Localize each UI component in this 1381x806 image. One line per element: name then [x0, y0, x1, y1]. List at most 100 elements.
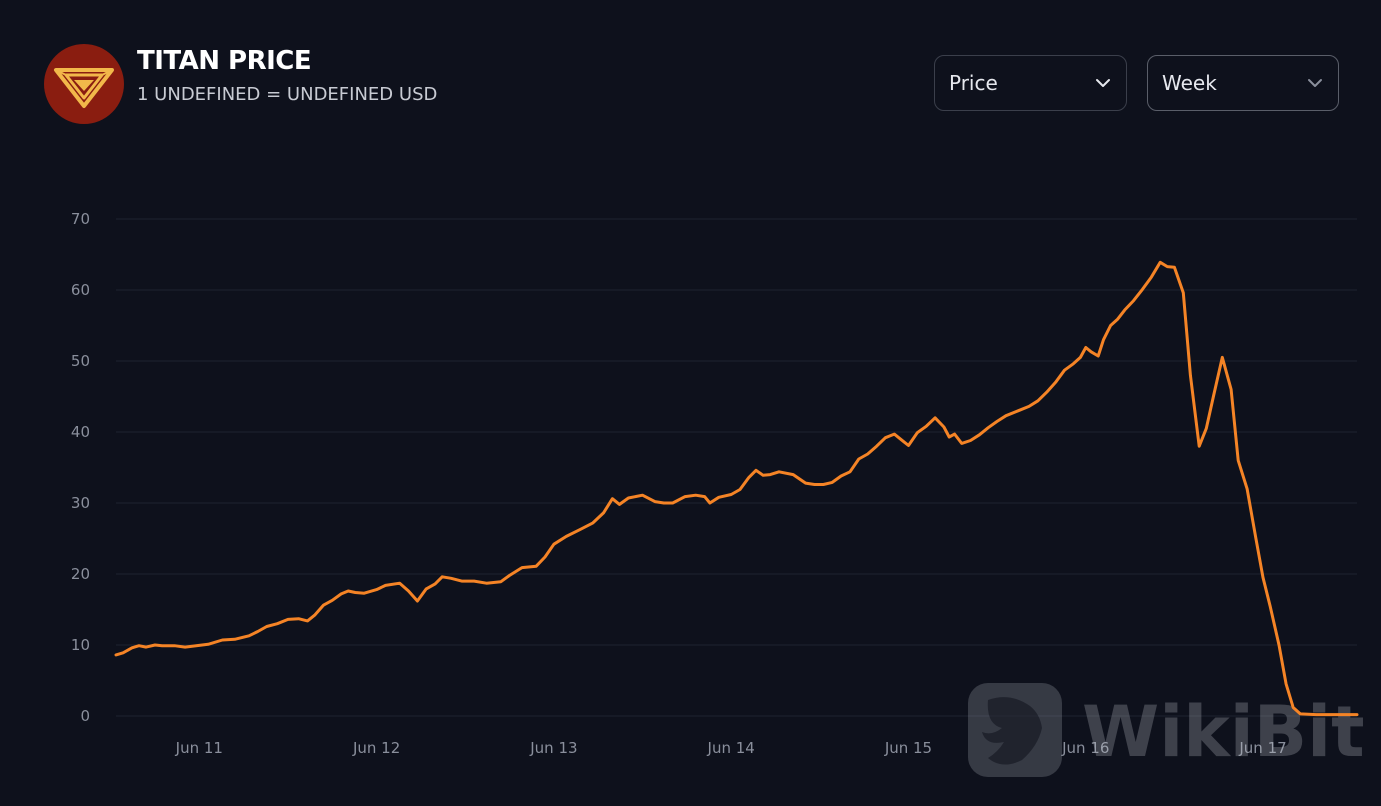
data-point	[131, 646, 133, 649]
data-point	[1299, 712, 1302, 715]
data-point	[354, 591, 357, 594]
data-point	[1123, 308, 1126, 311]
data-point	[184, 646, 187, 649]
data-point	[485, 582, 488, 585]
data-point	[1246, 487, 1249, 490]
data-point	[653, 500, 656, 503]
data-point	[322, 604, 325, 607]
data-point	[1254, 537, 1257, 540]
data-point	[552, 543, 555, 546]
data-point	[416, 600, 419, 602]
data-point	[173, 644, 176, 647]
data-point	[521, 566, 523, 569]
data-point	[1356, 713, 1358, 716]
data-point	[145, 646, 148, 649]
data-point	[1292, 706, 1295, 709]
page-title: TITAN PRICE	[137, 46, 312, 76]
data-point	[769, 473, 772, 476]
data-point	[831, 481, 834, 484]
data-point	[347, 590, 350, 592]
data-point	[969, 439, 972, 442]
data-point	[544, 556, 546, 558]
data-point	[618, 503, 621, 506]
data-point	[313, 614, 316, 617]
data-point	[434, 582, 437, 585]
titan-logo-icon	[44, 44, 124, 124]
x-tick-label: Jun 11	[175, 739, 223, 757]
y-tick-label: 10	[71, 636, 90, 654]
data-point	[703, 495, 706, 498]
data-point	[535, 565, 538, 568]
data-point	[115, 653, 117, 656]
data-point	[875, 445, 878, 448]
data-point	[276, 622, 279, 625]
data-point	[375, 588, 378, 591]
data-point	[398, 582, 401, 585]
series-layer	[114, 260, 1359, 717]
data-point	[154, 644, 156, 646]
data-point	[591, 521, 594, 524]
data-point	[297, 617, 300, 620]
data-point	[739, 488, 741, 491]
data-point	[671, 502, 674, 504]
time-range-select[interactable]: Week	[1147, 55, 1339, 111]
data-point	[1005, 414, 1007, 417]
data-point	[641, 494, 644, 497]
data-point	[233, 638, 236, 641]
data-point	[1132, 299, 1135, 302]
conversion-rate-text: 1 UNDEFINED = UNDEFINED USD	[137, 84, 438, 105]
data-point	[942, 426, 945, 428]
data-point	[762, 474, 765, 477]
data-point	[1028, 405, 1030, 408]
data-point	[1182, 291, 1185, 294]
data-point	[161, 644, 164, 647]
data-point	[1079, 356, 1082, 359]
data-point	[1097, 355, 1100, 357]
data-point	[849, 470, 851, 473]
data-point	[1159, 261, 1162, 264]
data-point	[916, 431, 919, 434]
data-point	[907, 444, 910, 447]
data-point	[1173, 266, 1176, 269]
data-point	[425, 587, 428, 590]
data-point	[717, 496, 720, 499]
data-point	[730, 493, 733, 496]
metric-select[interactable]: Price	[934, 55, 1127, 111]
chevron-down-icon	[1308, 79, 1322, 87]
data-point	[694, 494, 697, 497]
y-tick-label: 60	[71, 281, 90, 299]
data-point	[1212, 395, 1215, 398]
data-point	[747, 476, 750, 479]
price-series-line	[114, 260, 1359, 717]
x-tick-label: Jun 15	[884, 739, 932, 757]
data-point	[857, 458, 860, 460]
data-point	[684, 495, 687, 498]
data-point	[1150, 276, 1153, 279]
data-point	[960, 442, 963, 445]
data-point	[138, 644, 140, 647]
data-point	[1278, 644, 1280, 646]
data-point	[1205, 427, 1208, 430]
data-point	[460, 580, 463, 583]
data-point	[708, 502, 711, 504]
y-tick-label: 70	[71, 210, 90, 228]
data-point	[948, 436, 951, 438]
data-point	[1315, 713, 1318, 716]
x-tick-label: Jun 13	[529, 739, 577, 757]
data-point	[221, 639, 224, 641]
data-point	[1237, 459, 1240, 462]
data-point	[579, 528, 582, 531]
data-point	[450, 577, 453, 580]
data-point	[207, 643, 210, 646]
data-point	[1072, 362, 1075, 365]
data-point	[248, 634, 250, 637]
x-tick-label: Jun 14	[707, 739, 755, 757]
data-point	[287, 618, 289, 621]
data-point	[331, 599, 334, 602]
y-tick-label: 50	[71, 352, 90, 370]
metric-select-value: Price	[949, 71, 998, 95]
y-tick-label: 30	[71, 494, 90, 512]
data-point	[508, 574, 511, 577]
x-tick-label: Jun 16	[1061, 739, 1109, 757]
